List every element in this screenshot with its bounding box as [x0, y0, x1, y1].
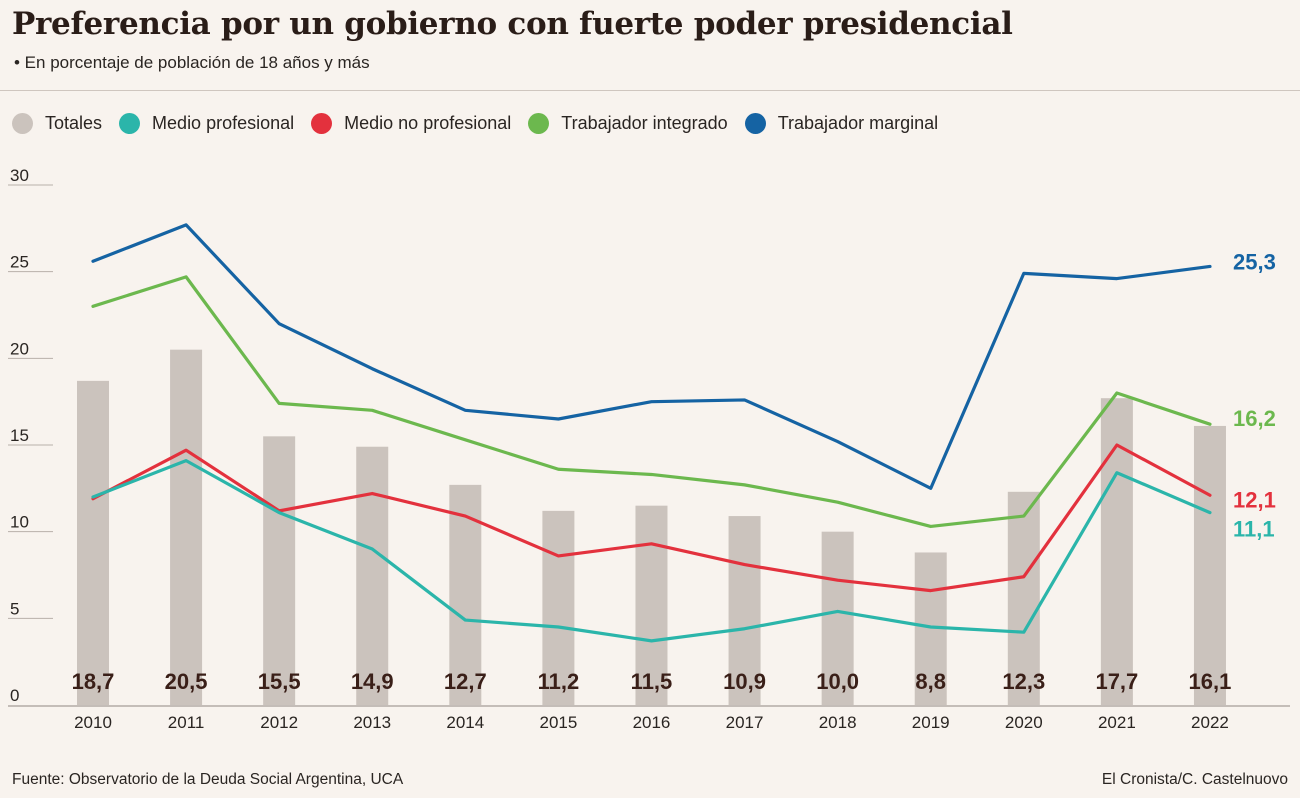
bar-value-label: 15,5: [258, 669, 301, 694]
legend-item-trabajador-integrado: Trabajador integrado: [528, 113, 728, 134]
legend-swatch-medio-no-profesional: [311, 113, 333, 134]
bar-value-label: 11,5: [631, 669, 673, 694]
bar-totales: [263, 436, 296, 705]
header-divider: [0, 90, 1300, 91]
source-note: Fuente: Observatorio de la Deuda Social …: [12, 771, 404, 788]
legend-label-medio-profesional: Medio profesional: [152, 113, 295, 133]
x-tick-label: 2014: [446, 713, 484, 732]
legend-swatch-trabajador-marginal: [744, 113, 766, 134]
x-tick-label: 2010: [74, 713, 112, 732]
x-tick-label: 2022: [1191, 713, 1229, 732]
y-tick-label: 20: [10, 339, 29, 358]
legend-swatch-trabajador-integrado: [528, 113, 550, 134]
bar-totales: [356, 446, 389, 705]
bar-totales: [728, 516, 761, 705]
legend-item-medio-profesional: Medio profesional: [119, 113, 294, 134]
bar-value-label: 18,7: [72, 669, 115, 694]
series-end-label: 16,2: [1233, 406, 1276, 431]
y-tick-label: 0: [10, 686, 19, 705]
x-tick-label: 2011: [168, 713, 205, 732]
series-line: [91, 459, 1212, 643]
bar-totales: [542, 510, 575, 705]
y-tick-label: 5: [10, 599, 19, 618]
bar-totales: [821, 531, 854, 705]
x-tick-label: 2019: [912, 713, 950, 732]
legend-item-totales: Totales: [12, 113, 102, 134]
bar-value-label: 12,7: [444, 669, 487, 694]
bar-totales: [1007, 491, 1040, 705]
x-tick-label: 2015: [539, 713, 577, 732]
series-line: [91, 275, 1212, 529]
y-tick-label: 30: [10, 166, 29, 185]
bar-value-label: 10,9: [723, 669, 766, 694]
series-end-label: 12,1: [1233, 487, 1276, 512]
legend-swatch-totales: [12, 113, 33, 134]
y-tick-label: 25: [10, 253, 29, 272]
bar-value-label: 16,1: [1189, 669, 1232, 694]
bar-totales: [170, 349, 203, 705]
bar-value-label: 11,2: [538, 669, 580, 694]
bar-value-label: 8,8: [915, 669, 946, 694]
legend-swatch-medio-profesional: [119, 113, 141, 134]
legend-label-medio-no-profesional: Medio no profesional: [344, 113, 512, 133]
bar-value-label: 10,0: [816, 669, 859, 694]
bar-totales: [1193, 425, 1226, 705]
legend-item-medio-no-profesional: Medio no profesional: [311, 113, 511, 134]
x-tick-label: 2020: [1005, 713, 1043, 732]
chart-subtitle: • En porcentaje de población de 18 años …: [14, 53, 370, 72]
y-tick-label: 10: [10, 513, 29, 532]
series-end-label: 11,1: [1233, 517, 1275, 542]
legend: Totales Medio profesional Medio no profe…: [12, 113, 955, 134]
legend-label-totales: Totales: [45, 113, 103, 133]
bar-totales: [77, 380, 109, 705]
credit-note: El Cronista/C. Castelnuovo: [1101, 771, 1288, 788]
legend-label-trabajador-integrado: Trabajador integrado: [561, 113, 728, 133]
chart-title: Preferencia por un gobierno con fuerte p…: [12, 6, 1013, 42]
x-tick-label: 2016: [633, 713, 671, 732]
bar-totales: [635, 505, 668, 705]
legend-item-trabajador-marginal: Trabajador marginal: [744, 113, 939, 134]
series-end-label: 25,3: [1233, 249, 1276, 274]
bar-value-label: 17,7: [1095, 669, 1138, 694]
bar-value-label: 14,9: [351, 669, 394, 694]
x-tick-label: 2017: [726, 713, 764, 732]
x-tick-label: 2021: [1098, 713, 1136, 732]
x-tick-label: 2013: [353, 713, 391, 732]
x-tick-label: 2012: [260, 713, 298, 732]
bar-value-label: 20,5: [165, 669, 208, 694]
legend-label-trabajador-marginal: Trabajador marginal: [777, 113, 939, 133]
x-tick-label: 2018: [819, 713, 857, 732]
y-tick-label: 15: [10, 426, 29, 445]
series-line: [91, 223, 1212, 490]
bar-value-label: 12,3: [1002, 669, 1045, 694]
